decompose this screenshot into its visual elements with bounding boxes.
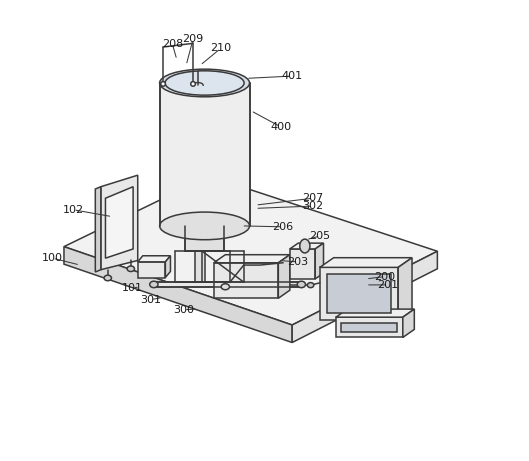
Text: 208: 208 — [162, 39, 183, 49]
Polygon shape — [290, 243, 324, 249]
Text: 302: 302 — [303, 201, 323, 211]
Text: 209: 209 — [183, 34, 204, 44]
Polygon shape — [398, 258, 412, 320]
Polygon shape — [166, 256, 170, 278]
Polygon shape — [160, 83, 250, 226]
Ellipse shape — [165, 71, 244, 95]
Text: 301: 301 — [140, 295, 161, 305]
Text: 101: 101 — [122, 283, 143, 293]
Polygon shape — [138, 256, 170, 262]
Polygon shape — [95, 187, 101, 272]
Ellipse shape — [127, 266, 134, 272]
Text: 401: 401 — [281, 71, 303, 81]
Polygon shape — [64, 176, 437, 325]
Polygon shape — [327, 274, 391, 313]
Polygon shape — [292, 251, 437, 343]
Ellipse shape — [221, 284, 230, 290]
Polygon shape — [214, 263, 278, 298]
Polygon shape — [278, 254, 290, 298]
Text: 200: 200 — [374, 272, 395, 282]
Text: 206: 206 — [272, 222, 294, 232]
Polygon shape — [105, 187, 133, 258]
Text: 400: 400 — [270, 122, 291, 132]
Text: 102: 102 — [62, 205, 84, 215]
Ellipse shape — [150, 281, 158, 288]
Ellipse shape — [191, 82, 195, 86]
Polygon shape — [320, 258, 412, 267]
Polygon shape — [195, 251, 205, 282]
Ellipse shape — [160, 69, 250, 97]
Polygon shape — [336, 309, 414, 317]
Text: 207: 207 — [302, 193, 324, 203]
Ellipse shape — [307, 283, 314, 288]
Ellipse shape — [161, 82, 166, 86]
Ellipse shape — [104, 275, 112, 281]
Polygon shape — [315, 243, 324, 279]
Polygon shape — [336, 317, 403, 337]
Polygon shape — [185, 226, 224, 251]
Ellipse shape — [160, 212, 250, 240]
Text: 300: 300 — [174, 305, 194, 315]
Polygon shape — [290, 249, 315, 279]
Polygon shape — [403, 309, 414, 337]
Polygon shape — [154, 282, 302, 287]
Polygon shape — [138, 262, 166, 278]
Polygon shape — [64, 247, 292, 343]
Text: 205: 205 — [309, 231, 331, 241]
Polygon shape — [342, 323, 397, 332]
Text: 203: 203 — [287, 257, 308, 267]
Ellipse shape — [297, 281, 306, 288]
Polygon shape — [320, 267, 398, 320]
Polygon shape — [214, 254, 290, 263]
Ellipse shape — [300, 239, 310, 253]
Text: 201: 201 — [378, 280, 399, 290]
Polygon shape — [101, 175, 138, 270]
Text: 100: 100 — [42, 253, 63, 263]
Text: 210: 210 — [210, 43, 231, 53]
